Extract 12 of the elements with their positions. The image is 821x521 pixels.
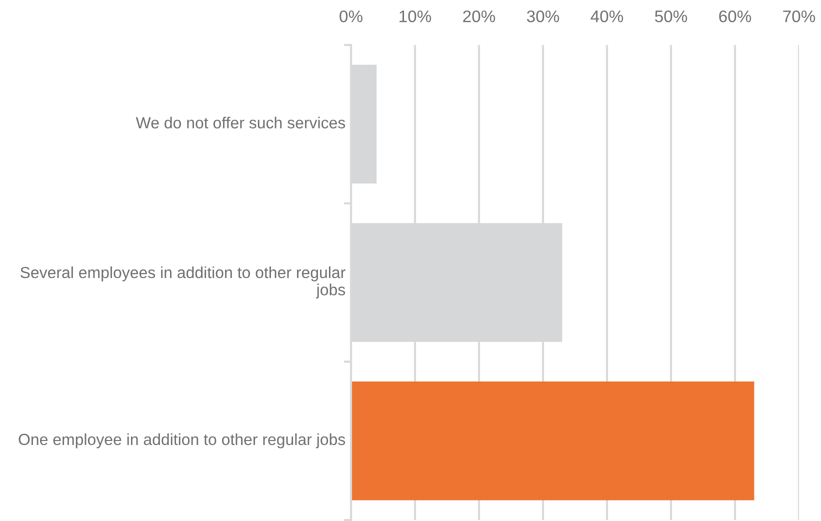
x-tick-label: 20%	[463, 10, 496, 22]
y-tick-label: We do not offer such services	[136, 116, 346, 128]
x-tick-label: 40%	[590, 10, 624, 22]
x-tick-label: 10%	[400, 10, 432, 22]
x-tick-label: 50%	[654, 10, 688, 22]
y-tick-label: Several employees in addition to other regular jobs	[20, 266, 346, 299]
bar	[351, 381, 754, 500]
x-tick-label: 30%	[526, 10, 560, 22]
x-tick-label: 60%	[719, 10, 752, 22]
x-tick-label: 0%	[340, 10, 362, 22]
x-tick-label: 70%	[783, 10, 816, 22]
y-tick-label: One employee in addition to other regular jobs	[18, 433, 346, 448]
